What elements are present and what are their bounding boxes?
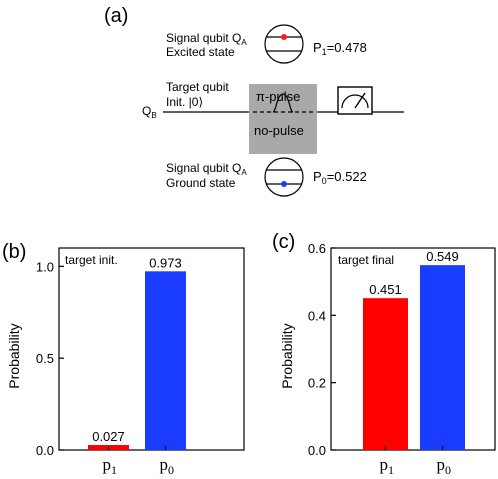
chart-c-bar [420,265,465,450]
chart-b: target init. Probability 0.0 0.5 1.0 0.027 p… [6,247,245,477]
chart-b-value-label: 0.973 [149,255,182,270]
target-qubit-init: Init. |0⟩ [166,95,203,109]
qb-label: QB [142,104,157,120]
measurement-meter-icon [337,86,373,115]
chart-c-value-label: 0.549 [426,249,459,264]
p0-result: P0=0.522 [313,169,367,186]
chart-c-ytick-label: 0.2 [308,376,326,391]
pi-pulse-label: π-pulse [256,89,300,104]
signal-excited-title: Signal qubit QA [166,31,247,47]
chart-b-bar [145,271,186,450]
gate-box [249,84,317,154]
signal-ground-state: Ground state [166,176,236,190]
target-qubit-title: Target qubit [166,80,229,94]
chart-b-ytick-label: 1.0 [36,259,54,274]
signal-ground-title: Signal qubit QA [166,161,247,177]
ground-state-dot [281,181,287,187]
chart-c: target final Probability 0.0 0.2 0.4 0.6 0.4… [279,241,496,477]
chart-b-title: target init. [65,253,118,267]
chart-b-ytick-label: 0.5 [36,351,54,366]
panel-c-label: (c) [272,231,295,253]
chart-c-ylabel: Probability [279,323,295,388]
no-pulse-label: no-pulse [254,123,304,138]
chart-c-ytick-label: 0.4 [308,308,326,323]
chart-c-ytick-label: 0.6 [308,241,326,256]
chart-c-frame [330,247,496,451]
p1-result: P1=0.478 [313,40,367,57]
chart-c-ytick-label: 0.0 [308,443,326,458]
panel-a-label: (a) [104,5,128,27]
chart-c-category-label: p1 [380,455,395,477]
chart-b-ytick-label: 0.0 [36,443,54,458]
chart-b-category-label: p1 [103,455,118,477]
signal-excited-state: Excited state [166,45,235,59]
chart-c-value-label: 0.451 [369,282,402,297]
chart-c-title: target final [338,253,394,267]
panel-b-label: (b) [2,241,26,263]
chart-c-category-label: p0 [437,455,452,477]
ground-state-bloch-icon [264,157,304,197]
chart-b-value-label: 0.027 [92,429,125,444]
chart-b-ylabel: Probability [6,323,22,388]
pi-pulse-shape [272,93,294,113]
excited-state-dot [281,34,287,40]
chart-b-category-label: p0 [160,455,175,477]
chart-c-bar [363,298,408,450]
excited-state-bloch-icon [264,24,304,64]
panel-a: (a) Signal qubit QA Excited state P1=0.4… [104,5,404,197]
